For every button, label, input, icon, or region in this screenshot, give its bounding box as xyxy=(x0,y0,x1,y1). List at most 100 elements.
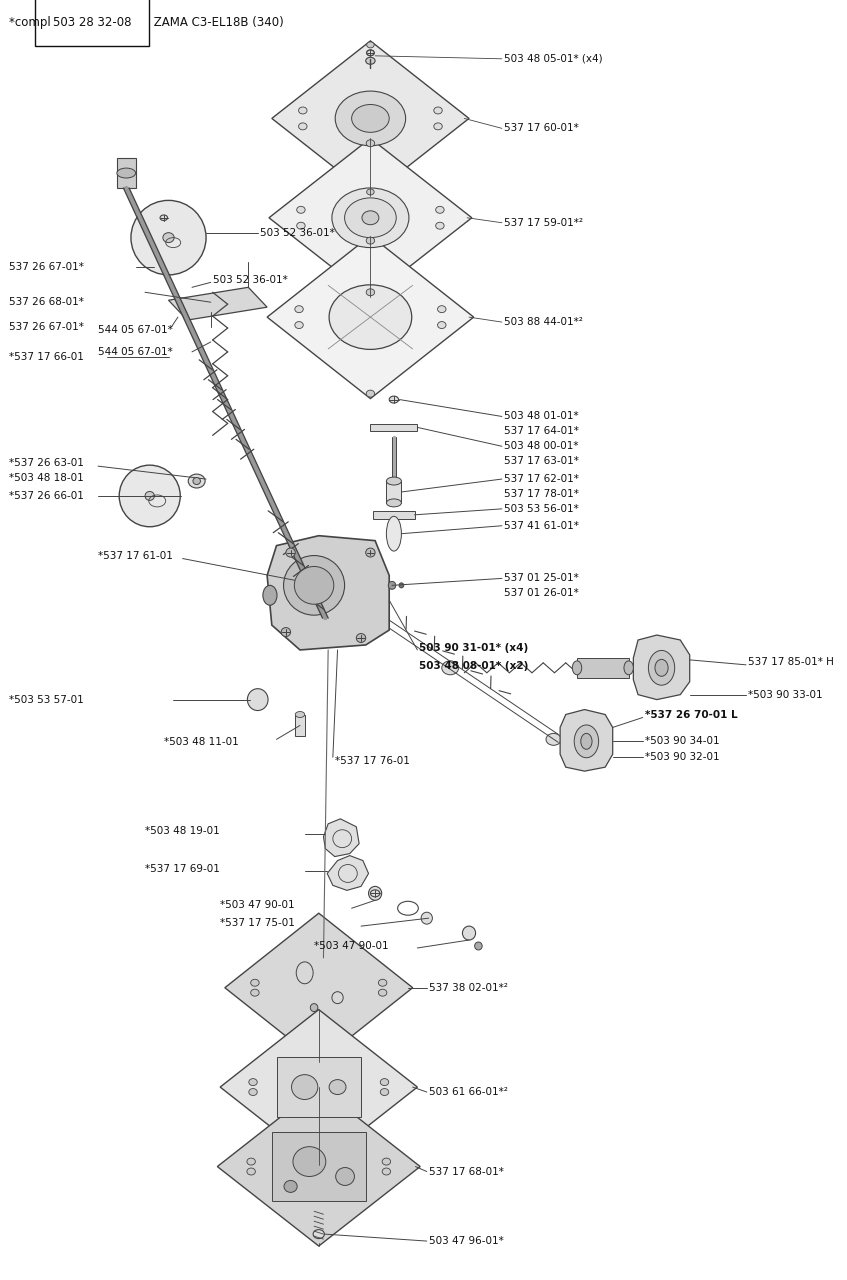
Text: *537 26 63-01: *537 26 63-01 xyxy=(8,458,84,468)
Ellipse shape xyxy=(382,1169,390,1175)
Text: 503 48 00-01*: 503 48 00-01* xyxy=(504,442,579,452)
Ellipse shape xyxy=(193,477,201,485)
Ellipse shape xyxy=(435,206,444,214)
Ellipse shape xyxy=(299,108,307,114)
Ellipse shape xyxy=(438,306,446,312)
Ellipse shape xyxy=(435,223,444,229)
Bar xyxy=(296,714,305,736)
Text: *503 48 19-01: *503 48 19-01 xyxy=(145,826,219,836)
Text: *537 26 70-01 L: *537 26 70-01 L xyxy=(645,709,737,719)
Ellipse shape xyxy=(379,979,387,986)
Ellipse shape xyxy=(329,1079,346,1094)
Text: 537 38 02-01*²: 537 38 02-01*² xyxy=(429,983,507,993)
Ellipse shape xyxy=(286,548,296,557)
Ellipse shape xyxy=(367,550,374,556)
Ellipse shape xyxy=(293,1147,326,1176)
Ellipse shape xyxy=(291,1075,318,1100)
Ellipse shape xyxy=(117,168,136,178)
Ellipse shape xyxy=(399,582,404,588)
Polygon shape xyxy=(324,819,359,856)
Ellipse shape xyxy=(282,630,290,635)
Ellipse shape xyxy=(295,306,303,312)
Polygon shape xyxy=(169,287,267,320)
Text: *537 17 61-01: *537 17 61-01 xyxy=(98,550,173,561)
Ellipse shape xyxy=(581,733,592,749)
Ellipse shape xyxy=(386,516,401,552)
Ellipse shape xyxy=(421,913,433,924)
Ellipse shape xyxy=(296,223,305,229)
Ellipse shape xyxy=(546,733,561,745)
Ellipse shape xyxy=(379,989,387,996)
Ellipse shape xyxy=(249,1079,257,1085)
Ellipse shape xyxy=(251,979,259,986)
Ellipse shape xyxy=(329,285,412,349)
Ellipse shape xyxy=(434,108,442,114)
Ellipse shape xyxy=(624,660,634,675)
Ellipse shape xyxy=(362,211,379,225)
Bar xyxy=(272,1132,366,1202)
Ellipse shape xyxy=(287,550,295,556)
Ellipse shape xyxy=(390,396,399,403)
Text: 503 90 31-01* (x4): 503 90 31-01* (x4) xyxy=(419,643,529,653)
Ellipse shape xyxy=(352,105,390,132)
Polygon shape xyxy=(370,425,418,431)
Text: 537 17 63-01*: 537 17 63-01* xyxy=(504,456,579,466)
Text: 503 53 56-01*: 503 53 56-01* xyxy=(504,504,579,513)
Ellipse shape xyxy=(366,390,374,397)
Ellipse shape xyxy=(367,50,374,56)
Text: 537 01 25-01*: 537 01 25-01* xyxy=(504,573,579,584)
Text: *compl: *compl xyxy=(8,15,54,28)
Ellipse shape xyxy=(574,724,599,758)
Polygon shape xyxy=(269,138,472,297)
Text: 503 52 36-01*: 503 52 36-01* xyxy=(213,275,287,285)
Ellipse shape xyxy=(335,1167,354,1185)
Text: 503 48 05-01* (x4): 503 48 05-01* (x4) xyxy=(504,54,602,64)
Ellipse shape xyxy=(131,201,206,275)
Text: 503 88 44-01*²: 503 88 44-01*² xyxy=(504,317,583,328)
Bar xyxy=(577,658,628,677)
Polygon shape xyxy=(327,855,368,891)
Ellipse shape xyxy=(382,1158,390,1165)
Ellipse shape xyxy=(310,1004,318,1011)
Text: *503 48 11-01: *503 48 11-01 xyxy=(163,737,239,748)
Polygon shape xyxy=(220,1010,418,1165)
Ellipse shape xyxy=(119,465,180,527)
Ellipse shape xyxy=(295,321,303,329)
Text: 537 01 26-01*: 537 01 26-01* xyxy=(504,589,579,598)
Ellipse shape xyxy=(368,886,382,900)
Text: 503 48 08-01* (x2): 503 48 08-01* (x2) xyxy=(419,660,529,671)
Ellipse shape xyxy=(284,1180,297,1193)
Ellipse shape xyxy=(296,712,305,718)
Ellipse shape xyxy=(345,198,396,238)
Text: 537 17 78-01*: 537 17 78-01* xyxy=(504,489,579,499)
Text: 537 17 62-01*: 537 17 62-01* xyxy=(504,474,579,484)
Text: 537 41 61-01*: 537 41 61-01* xyxy=(504,521,579,531)
Ellipse shape xyxy=(249,1088,257,1096)
Ellipse shape xyxy=(649,650,675,685)
Text: 537 26 68-01*: 537 26 68-01* xyxy=(8,297,84,307)
Ellipse shape xyxy=(366,140,374,147)
Text: *503 47 90-01: *503 47 90-01 xyxy=(220,900,295,910)
Polygon shape xyxy=(218,1087,420,1245)
Ellipse shape xyxy=(462,927,476,940)
Text: *503 90 32-01: *503 90 32-01 xyxy=(645,753,719,762)
Ellipse shape xyxy=(281,627,291,636)
Bar xyxy=(386,481,401,503)
Ellipse shape xyxy=(332,188,409,247)
Text: 537 17 64-01*: 537 17 64-01* xyxy=(504,426,579,436)
Text: *503 48 18-01: *503 48 18-01 xyxy=(8,474,84,483)
Text: 503 52 36-01*: 503 52 36-01* xyxy=(259,228,335,238)
Ellipse shape xyxy=(247,689,268,710)
Text: 537 17 85-01* H: 537 17 85-01* H xyxy=(748,657,833,667)
Bar xyxy=(117,159,136,188)
Text: 503 47 96-01*: 503 47 96-01* xyxy=(429,1236,503,1245)
Polygon shape xyxy=(267,236,473,398)
Ellipse shape xyxy=(573,660,582,675)
Text: 537 17 60-01*: 537 17 60-01* xyxy=(504,123,579,133)
Ellipse shape xyxy=(335,91,406,146)
Ellipse shape xyxy=(366,289,374,296)
Ellipse shape xyxy=(380,1088,389,1096)
Text: 537 26 67-01*: 537 26 67-01* xyxy=(8,262,84,273)
Ellipse shape xyxy=(655,659,668,676)
Polygon shape xyxy=(560,709,612,771)
